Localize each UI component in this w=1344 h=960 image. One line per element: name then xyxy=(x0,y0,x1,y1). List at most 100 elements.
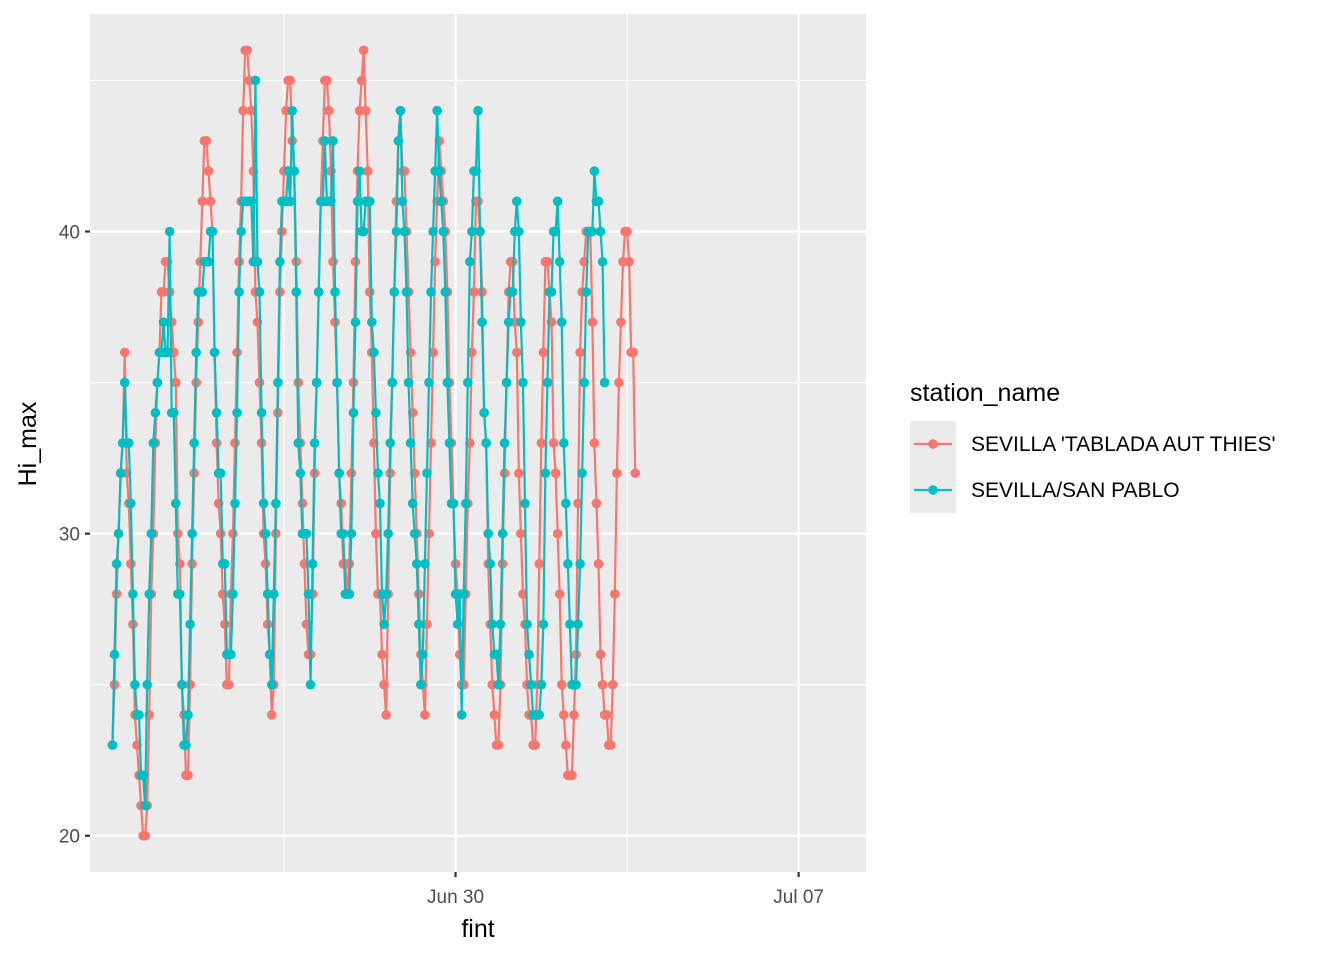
data-point xyxy=(605,740,616,750)
data-point xyxy=(534,559,545,569)
data-point xyxy=(432,105,442,116)
data-point xyxy=(563,559,573,569)
data-point xyxy=(536,438,547,448)
data-point xyxy=(350,317,361,327)
data-point xyxy=(426,287,436,297)
data-point xyxy=(254,377,265,388)
data-point xyxy=(597,256,608,267)
data-point xyxy=(487,619,498,630)
data-point xyxy=(219,619,230,630)
data-point xyxy=(512,196,522,207)
data-point xyxy=(264,649,275,660)
data-point xyxy=(187,528,197,539)
data-point xyxy=(287,105,297,116)
data-point xyxy=(616,317,626,327)
data-point xyxy=(367,317,377,327)
data-point xyxy=(495,619,506,630)
data-point xyxy=(424,377,434,388)
data-point xyxy=(561,498,571,509)
data-point xyxy=(197,287,208,297)
data-point xyxy=(126,559,136,569)
data-point xyxy=(246,105,257,116)
data-point xyxy=(581,287,592,297)
grid-major xyxy=(90,14,866,872)
legend-label-1: SEVILLA/SAN PABLO xyxy=(971,479,1180,502)
data-point xyxy=(452,619,463,630)
data-point xyxy=(475,226,485,237)
data-point xyxy=(524,649,534,660)
data-point xyxy=(393,136,404,146)
data-point xyxy=(413,619,424,630)
data-point xyxy=(516,317,526,327)
data-point xyxy=(107,740,118,750)
data-point xyxy=(219,559,230,569)
data-point xyxy=(207,226,218,237)
data-point xyxy=(266,710,277,720)
data-point xyxy=(183,710,193,720)
data-point xyxy=(254,287,265,297)
data-point xyxy=(109,649,120,660)
data-point xyxy=(534,710,545,720)
data-point xyxy=(387,377,398,388)
data-point xyxy=(552,528,563,539)
data-point xyxy=(256,407,267,418)
data-point xyxy=(501,377,512,388)
data-point xyxy=(175,589,185,599)
data-point xyxy=(185,679,195,690)
data-point xyxy=(303,589,314,599)
data-point xyxy=(436,196,447,207)
data-point xyxy=(493,740,504,750)
data-point xyxy=(285,196,295,207)
data-point xyxy=(285,75,295,86)
data-point xyxy=(271,498,281,509)
data-point xyxy=(520,498,530,509)
data-point xyxy=(295,468,306,479)
data-point xyxy=(362,166,373,176)
data-point xyxy=(140,830,150,841)
data-point xyxy=(313,287,324,297)
data-point xyxy=(420,559,430,569)
data-point xyxy=(381,710,391,720)
y-tick-label-1: 30 xyxy=(59,525,80,546)
data-point xyxy=(332,377,342,388)
data-point xyxy=(561,740,571,750)
data-point xyxy=(469,287,479,297)
data-point xyxy=(170,498,181,509)
data-point xyxy=(266,679,277,690)
data-point xyxy=(497,528,508,539)
data-point xyxy=(571,679,581,690)
data-point xyxy=(391,226,402,237)
data-point xyxy=(230,438,240,448)
data-point xyxy=(507,287,518,297)
data-point xyxy=(448,498,459,509)
data-point xyxy=(467,347,477,358)
data-point xyxy=(420,710,430,720)
data-point xyxy=(181,740,191,750)
data-point xyxy=(138,770,148,781)
data-point xyxy=(546,287,557,297)
data-point xyxy=(148,438,159,448)
x-axis-title: fint xyxy=(461,915,494,943)
legend-key-point-1 xyxy=(928,485,938,495)
data-point xyxy=(111,559,122,569)
data-point xyxy=(569,710,579,720)
data-point xyxy=(301,528,312,539)
data-point xyxy=(558,710,569,720)
data-point xyxy=(489,710,500,720)
data-point xyxy=(610,589,620,599)
data-point xyxy=(593,559,604,569)
data-point xyxy=(471,166,481,176)
data-point xyxy=(554,589,565,599)
data-point xyxy=(273,377,283,388)
legend: station_name SEVILLA 'TABLADA AUT THIES'… xyxy=(910,379,1276,513)
x-axis: Jun 30 Jul 07 xyxy=(427,872,824,908)
data-point xyxy=(573,619,583,630)
data-point xyxy=(548,438,559,448)
data-point xyxy=(479,407,489,418)
data-point xyxy=(379,679,389,690)
data-point xyxy=(260,528,271,539)
data-point xyxy=(146,528,157,539)
data-point xyxy=(224,679,234,690)
data-point xyxy=(460,498,471,509)
